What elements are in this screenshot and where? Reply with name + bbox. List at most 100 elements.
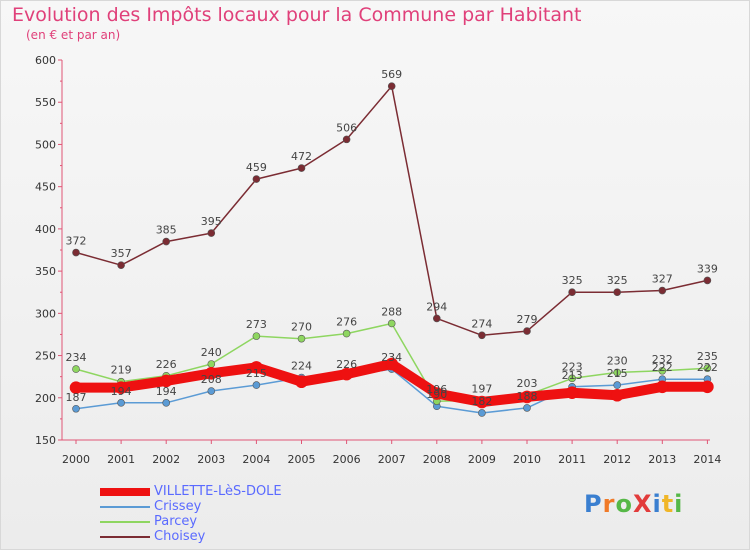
data-point: [162, 237, 170, 246]
y-tick-label: 350: [35, 265, 56, 278]
x-tick-label: 2004: [242, 453, 270, 466]
legend-item: Crissey: [100, 499, 360, 514]
y-tick-label: 150: [35, 434, 56, 447]
y-tick-label: 500: [35, 138, 56, 151]
data-point: [703, 276, 712, 285]
data-label: 219: [111, 364, 132, 377]
data-point: [387, 82, 396, 90]
data-point: [295, 375, 308, 389]
logo-letter: r: [602, 490, 616, 518]
logo-letter: i: [652, 490, 662, 518]
y-tick-label: 300: [35, 307, 56, 320]
legend-swatch: [100, 521, 150, 523]
data-label: 222: [697, 361, 718, 374]
data-point: [568, 288, 576, 297]
data-label: 569: [381, 68, 402, 81]
legend-label: Crissey: [154, 499, 202, 514]
x-tick-label: 2014: [693, 453, 721, 466]
legend-label: Parcey: [154, 514, 198, 529]
data-label: 190: [426, 388, 447, 401]
data-label: 234: [381, 351, 402, 364]
data-point: [432, 314, 441, 323]
data-point: [520, 390, 534, 404]
data-label: 325: [607, 274, 628, 287]
x-tick-label: 2003: [197, 453, 225, 466]
x-tick-label: 2013: [648, 453, 676, 466]
data-label: 194: [156, 385, 177, 398]
data-point: [117, 261, 125, 270]
data-label: 459: [246, 161, 267, 174]
legend-swatch: [100, 536, 150, 538]
data-label: 232: [652, 353, 673, 366]
data-label: 203: [517, 377, 538, 390]
data-point: [655, 380, 669, 394]
logo-letter: P: [584, 490, 603, 518]
data-point: [207, 229, 216, 237]
data-label: 325: [562, 274, 583, 287]
data-label: 234: [66, 351, 87, 364]
proxiti-logo: ProXiti: [584, 490, 683, 518]
data-point: [658, 366, 667, 375]
data-label: 235: [697, 350, 718, 363]
data-point: [568, 374, 576, 383]
logo-letter: t: [661, 490, 675, 518]
legend-label: Choisey: [154, 529, 206, 544]
data-label: 226: [336, 358, 357, 371]
data-point: [252, 332, 261, 340]
legend-swatch: [100, 506, 150, 508]
data-point: [205, 366, 218, 380]
data-point: [478, 331, 486, 340]
data-label: 270: [291, 321, 312, 334]
data-label: 372: [66, 235, 87, 248]
y-tick-label: 550: [35, 96, 56, 109]
logo-letter: o: [615, 490, 633, 518]
x-tick-label: 2012: [603, 453, 631, 466]
data-label: 276: [336, 316, 357, 329]
data-label: 215: [607, 367, 628, 380]
legend-label: VILLETTE-LèS-DOLE: [154, 484, 282, 499]
data-point: [565, 386, 579, 400]
data-point: [658, 286, 667, 295]
data-label: 188: [517, 390, 538, 403]
data-point: [72, 248, 80, 257]
y-tick-label: 400: [35, 223, 56, 236]
data-point: [342, 135, 351, 144]
chart-subtitle: (en € et par an): [26, 28, 121, 42]
data-label: 274: [471, 317, 492, 330]
data-label: 226: [156, 358, 177, 371]
x-tick-label: 2011: [558, 453, 586, 466]
y-tick-label: 250: [35, 350, 56, 363]
series-villette-l-s-dole: [69, 357, 714, 409]
data-label: 182: [471, 395, 492, 408]
data-point: [475, 395, 489, 409]
data-label: 339: [697, 262, 718, 275]
data-point: [297, 334, 306, 343]
data-point: [117, 399, 125, 407]
data-label: 472: [291, 150, 312, 163]
x-tick-label: 2006: [333, 453, 361, 466]
data-point: [297, 164, 306, 172]
data-label: 288: [381, 305, 402, 318]
data-point: [252, 175, 261, 183]
data-point: [72, 404, 80, 413]
data-label: 357: [111, 247, 132, 260]
data-label: 194: [111, 385, 132, 398]
axes: 150 200 250 300 350 400 450 500 550 600 2000 2001 20…: [35, 54, 721, 466]
x-tick-label: 2010: [513, 453, 541, 466]
data-point: [610, 388, 624, 402]
data-point: [613, 368, 622, 377]
data-label: 273: [246, 318, 267, 331]
data-point: [613, 288, 622, 297]
data-point: [478, 409, 486, 417]
data-point: [387, 319, 396, 328]
series-choisey: [72, 82, 712, 340]
data-point: [207, 387, 216, 395]
data-point: [703, 364, 712, 373]
data-label: 230: [607, 354, 628, 367]
data-point: [72, 365, 80, 373]
series-line: [75, 85, 709, 337]
data-point: [523, 404, 531, 412]
x-tick-label: 2005: [288, 453, 316, 466]
